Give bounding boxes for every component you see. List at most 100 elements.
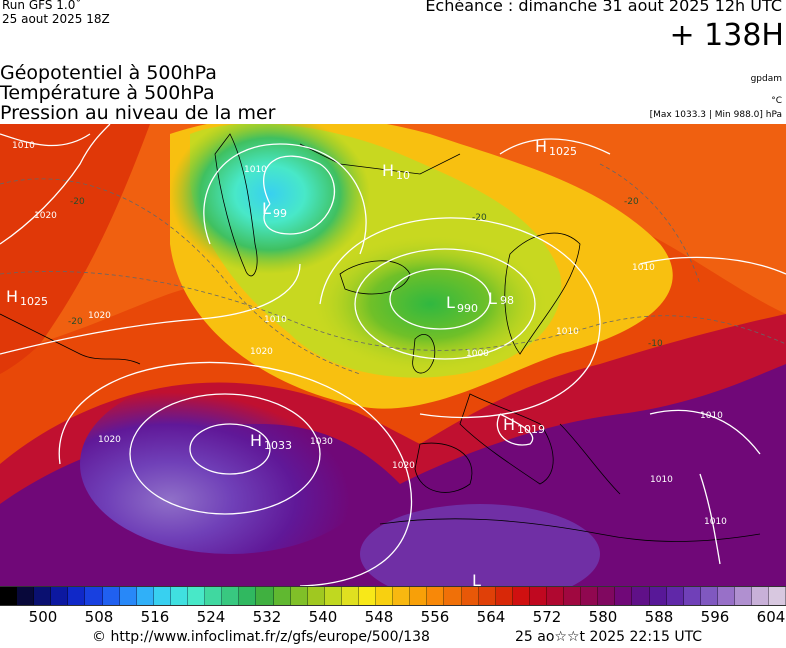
isobar-labels: 1010 1020 1010 1020 1020 1010 1020 1030 … [12,141,727,527]
isobar-label: 1020 [392,461,415,471]
isobar-greenland-outer [203,143,367,255]
colorbar-tick-label: 596 [700,608,730,626]
isobar-label: 1020 [88,311,111,321]
center-value-h-west: 1025 [20,295,48,308]
colorbar-swatch [341,587,359,605]
colorbar-tick-label: 572 [532,608,562,626]
center-letter-h-az: H [250,431,262,450]
coast-britain [412,333,436,374]
colorbar-swatch [427,587,445,605]
unit-gpdam: gpdam [750,74,782,84]
isotherm-label: -20 [70,197,85,207]
isobar-label: 1010 [700,411,723,421]
colorbar-swatch [136,587,154,605]
geopotential-line-2 [0,178,361,375]
colorbar-swatch [102,587,120,605]
center-letter-l-grl: L [262,199,271,218]
isobar-1010-africa [699,473,721,565]
colorbar-swatch [119,587,137,605]
title-temperature: Température à 500hPa [0,82,215,104]
isobar-1010-east [639,256,786,275]
cold-pool-greenland [170,124,370,274]
center-letter-l-sahara: L [472,571,481,586]
colorbar-swatch [752,587,770,605]
center-value-h-ne: 1025 [549,145,577,158]
coastlines [0,133,761,542]
valid-time: Echéance : dimanche 31 aout 2025 12h UTC [425,0,782,15]
colorbar-swatch [547,587,565,605]
unit-celsius: °C [771,96,782,106]
isotherm-label: -20 [624,197,639,207]
isotherm-label: -20 [472,213,487,223]
center-value-h-atl: 10 [396,169,410,182]
colorbar-swatch [34,587,52,605]
isobar-1000 [354,248,536,360]
colorbar-tick-label: 556 [420,608,450,626]
weather-map[interactable]: H 1025 H 10 L 99 H 1025 L 990 L 98 H 103… [0,124,786,586]
colorbar-swatch [239,587,257,605]
isobar-1020 [58,361,413,586]
colorbar-swatch [512,587,530,605]
colorbar-swatch [495,587,513,605]
coast-iceland [339,260,411,295]
colorbar-swatch [393,587,411,605]
colorbar-swatch [564,587,582,605]
colorbar-swatch [170,587,189,605]
center-letter-l-ns: L [446,293,455,312]
center-letter-h-atl: H [382,161,394,180]
isobar-1010-west [0,263,301,355]
colorbar-swatch [717,587,736,605]
center-value-l-sc: 98 [500,294,514,307]
colorbar-tick-label: 500 [28,608,58,626]
colorbar-swatch [85,587,103,605]
cold-pool-northsea [310,234,550,374]
isobar-1025-ne [499,138,611,155]
isobar-1010-central [319,217,601,419]
coast-greenland [214,133,258,277]
isobar-label: 1010 [650,475,673,485]
colorbar-swatch [632,587,650,605]
center-letter-h-ne: H [535,137,547,156]
isobar-1010-south [649,409,761,455]
colorbar-swatch [615,587,633,605]
center-letter-l-sc: L [488,289,497,308]
colorbar-swatch [649,587,667,605]
map-canvas: H 1025 H 10 L 99 H 1025 L 990 L 98 H 103… [0,124,786,586]
coast-north-africa [379,518,761,542]
center-letter-h-alps: H [503,415,515,434]
isobar-1030 [189,423,271,475]
coast-north-america [0,313,141,365]
colorbar-swatch [529,587,547,605]
colorbar-swatch [222,587,240,605]
colorbar-swatch [153,587,171,605]
center-value-l-ns: 990 [457,302,478,315]
colorbar-swatch [581,587,599,605]
colorbar-swatch [0,587,18,605]
title-pressure: Pression au niveau de la mer [0,102,276,124]
lead-time: + 138H [669,18,785,53]
coast-italy [559,423,621,495]
isobars [0,124,786,586]
isotherm-label: -20 [68,317,83,327]
colorbar-swatch [51,587,69,605]
isobar-label: 1020 [34,211,57,221]
colorbar-swatch [358,587,377,605]
run-date: 25 aout 2025 18Z [2,12,110,26]
footer-url[interactable]: © http://www.infoclimat.fr/z/gfs/europe/… [92,629,430,645]
center-letter-h-west: H [6,287,18,306]
colorbar-tick-label: 604 [756,608,786,626]
isobar-1020-west [0,124,111,245]
title-geopotential: Géopotentiel à 500hPa [0,62,217,84]
colorbar-swatch [410,587,428,605]
colorbar-tick-label: 548 [364,608,394,626]
colorbar-labels: 500 508 516 524 532 540 548 556 564 572 580 588 596 6… [0,608,786,626]
colorbar-swatch [769,587,786,605]
colorbar-tick-label: 516 [140,608,170,626]
colorbar-tick-label: 524 [196,608,226,626]
coast-france [459,393,554,485]
colorbar [0,586,786,606]
colorbar-swatch [666,587,684,605]
isobar-greenland-low [263,155,336,235]
colorbar-swatch [17,587,35,605]
colorbar-swatch [290,587,308,605]
